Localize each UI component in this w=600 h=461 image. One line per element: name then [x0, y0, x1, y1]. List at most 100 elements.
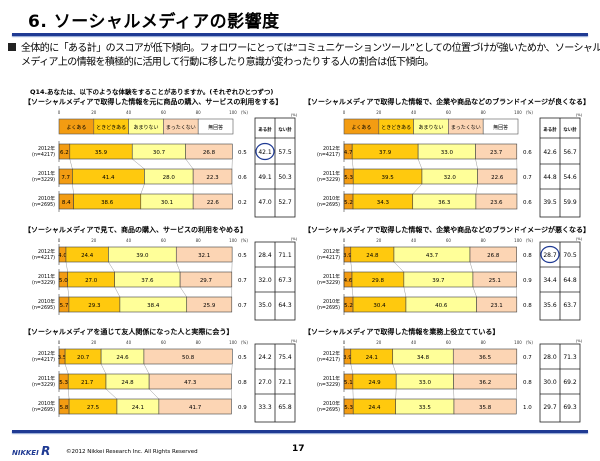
bar-value-label: 4.7 — [344, 150, 353, 156]
bar-value-label: 24.1 — [366, 355, 378, 361]
axis-tick-label: 0 — [58, 238, 61, 243]
connector-line — [132, 158, 145, 170]
nai-total-value: 52.7 — [278, 199, 292, 206]
sample-size-label: (n=4217) — [317, 255, 340, 261]
axis-tick-label: 100 — [229, 238, 237, 243]
chart-title-3: 【ソーシャルメディアで見て、商品の購入、サービスの利用をやめる】 — [24, 226, 248, 234]
stacked-bar-chart-2: 0 20 40 60 80 100 (%) よくある ときどきある あまりない まったくない 無回答 (… — [317, 110, 583, 218]
highlight-circle — [255, 142, 275, 161]
bar-segment — [453, 398, 517, 415]
bar-value-label: 47.3 — [184, 380, 197, 386]
bar-value-label: 35.9 — [95, 150, 108, 156]
bullet-square-icon — [8, 43, 16, 51]
no-answer-value: 1.0 — [523, 405, 532, 411]
no-answer-value: 0.7 — [523, 175, 532, 181]
bar-value-label: 6.2 — [60, 150, 69, 156]
year-label: 2012年 — [38, 145, 55, 152]
no-answer-value: 0.7 — [238, 303, 247, 309]
axis-tick-label: 0 — [343, 110, 346, 115]
sample-size-label: (n=4217) — [317, 152, 340, 158]
nai-total-value: 64.3 — [278, 302, 292, 309]
no-answer-value: 0.8 — [523, 303, 532, 309]
bar-value-label: 24.9 — [368, 380, 381, 386]
axis-tick-label: 60 — [161, 110, 167, 115]
totals-unit-label: (%) — [291, 339, 298, 343]
bar-segment — [475, 193, 518, 210]
aru-total-value: 27.0 — [258, 379, 272, 386]
bar-segment — [186, 296, 233, 313]
legend-label: まったくない — [166, 124, 196, 131]
aru-total-value: 24.2 — [258, 354, 272, 361]
chart-title-5: 【ソーシャルメディアを通じて友人関係になった人と実際に会う】 — [24, 328, 234, 336]
connector-line — [350, 261, 353, 273]
sample-size-label: (n=2695) — [317, 305, 340, 311]
page-number: 17 — [292, 444, 305, 454]
bar-value-label: 25.1 — [489, 278, 501, 284]
aru-total-value: 42.6 — [543, 149, 557, 156]
aru-total-value: 28.4 — [258, 252, 272, 259]
nai-total-value: 71.3 — [563, 354, 577, 361]
no-answer-value: 0.9 — [238, 405, 247, 411]
axis-tick-label: 60 — [161, 340, 167, 345]
axis-tick-label: 80 — [196, 110, 202, 115]
connector-line — [393, 261, 405, 273]
sample-size-label: (n=4217) — [32, 357, 55, 363]
year-label: 2012年 — [323, 248, 340, 255]
bar-value-label: 3.9 — [343, 355, 352, 361]
year-label: 2010年 — [38, 400, 55, 407]
sample-size-label: (n=3229) — [32, 177, 55, 183]
axis-tick-label: 80 — [481, 340, 487, 345]
bar-value-label: 38.4 — [147, 303, 160, 309]
bar-value-label: 7.7 — [61, 175, 70, 181]
legend-label: 無回答 — [493, 124, 508, 131]
bar-value-label: 24.6 — [116, 355, 129, 361]
axis-unit-label: (%) — [241, 340, 248, 345]
legend-label: 無回答 — [208, 124, 223, 131]
bar-value-label: 4.0 — [58, 253, 67, 259]
legend-label: よくある — [351, 125, 371, 131]
bar-segment — [476, 296, 518, 313]
bar-segment — [469, 246, 517, 263]
stacked-bar-chart-6: 0 20 40 60 80 100 (%) (%) 2012年(n=4217) 3.9 24.1 34… — [317, 339, 583, 423]
axis-tick-label: 60 — [446, 238, 452, 243]
bar-segment — [192, 168, 233, 185]
no-answer-value: 0.5 — [238, 253, 247, 259]
legend-swatch — [482, 118, 519, 135]
bar-value-label: 36.5 — [479, 355, 492, 361]
nai-total-value: 71.1 — [278, 252, 292, 259]
bar-value-label: 36.3 — [438, 200, 451, 206]
aru-total-value: 47.0 — [258, 199, 272, 206]
bar-value-label: 29.7 — [200, 278, 213, 284]
connector-line — [143, 363, 150, 375]
axis-tick-label: 20 — [91, 340, 97, 345]
no-answer-value: 0.5 — [238, 150, 247, 156]
connector-line — [392, 363, 397, 375]
bar-value-label: 35.8 — [479, 405, 492, 411]
bar-segment — [452, 348, 518, 365]
year-label: 2010年 — [323, 298, 340, 305]
bar-value-label: 37.9 — [379, 150, 392, 156]
bar-segment — [143, 348, 233, 365]
footer-divider — [12, 430, 588, 433]
bar-value-label: 29.8 — [372, 278, 385, 284]
sample-size-label: (n=3229) — [317, 280, 340, 286]
axis-tick-label: 40 — [411, 340, 417, 345]
bar-value-label: 5.7 — [60, 303, 69, 309]
bar-value-label: 5.0 — [59, 278, 68, 284]
year-label: 2011年 — [323, 273, 340, 280]
connector-line — [417, 158, 423, 170]
totals-header: ない計 — [563, 126, 577, 133]
year-label: 2012年 — [38, 350, 55, 357]
bar-value-label: 3.5 — [58, 355, 67, 361]
axis-unit-label: (%) — [526, 238, 533, 243]
year-label: 2011年 — [38, 273, 55, 280]
bar-value-label: 33.0 — [441, 150, 454, 156]
bar-segment — [453, 373, 517, 390]
page-title: 6. ソーシャルメディアの影響度 — [28, 12, 280, 32]
connector-line — [475, 158, 478, 170]
connector-line — [65, 261, 68, 273]
bar-segment — [475, 143, 518, 160]
connector-line — [351, 158, 354, 170]
bar-segment — [192, 193, 233, 210]
